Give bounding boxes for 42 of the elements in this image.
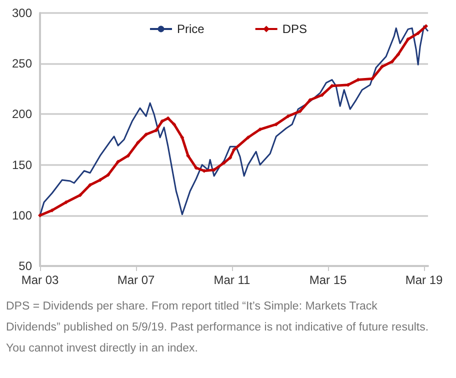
point [194,166,198,170]
point [396,52,400,56]
point [116,160,120,164]
point [424,24,428,28]
point [320,92,324,97]
point [64,200,68,204]
x-tick-label: Mar 03 [21,273,59,287]
y-tick-label: 300 [12,6,32,20]
x-tick-label: Mar 11 [214,273,251,287]
point [98,178,102,182]
legend-label: DPS [282,22,308,36]
point [186,154,190,158]
point [406,37,410,42]
x-tick-label: Mar 19 [405,273,443,287]
point [172,122,176,126]
point [180,135,184,140]
x-tick-label: Mar 15 [309,273,347,287]
y-tick-label: 150 [12,158,32,172]
point [232,148,236,152]
legend-label: Price [176,22,205,36]
point [390,60,394,64]
point [160,119,164,124]
y-tick-label: 250 [12,56,32,71]
point [166,116,170,120]
point [416,31,420,36]
y-tick-label: 50 [18,259,32,273]
point [298,109,302,114]
point [136,140,140,145]
point [50,208,54,212]
point [286,114,290,118]
x-tick-label: Mar 07 [117,273,155,287]
point [246,135,250,140]
point [154,128,158,132]
y-tick-label: 100 [12,208,32,222]
point [222,160,226,165]
text: DPS = Dividends per share. From report titled “It’s Simple: Markets Track Dividends” published on 5/9/19. Past performance is not indicative of future results. You cannot invest directly in an index. [6,300,432,354]
point [380,64,384,69]
point [78,193,82,198]
y-tick-label: 200 [12,107,32,122]
point [106,172,110,177]
point [38,213,42,218]
point [126,154,130,158]
